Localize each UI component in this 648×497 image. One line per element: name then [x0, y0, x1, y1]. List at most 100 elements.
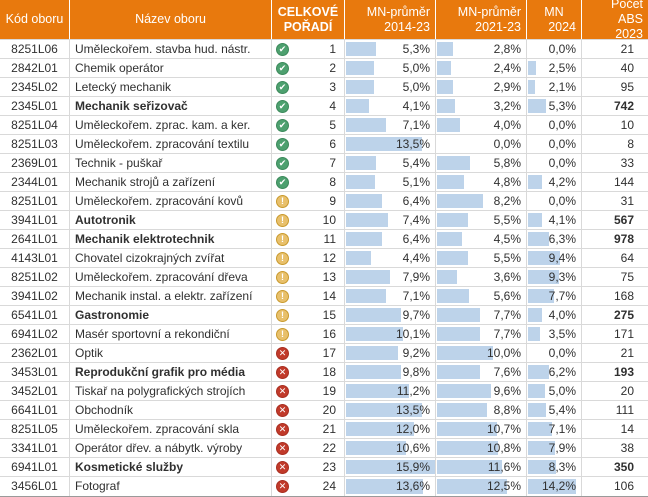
mn-avg-2014-23-cell[interactable]: 4,4% [345, 249, 436, 267]
mn-avg-2014-23-cell[interactable]: 9,8% [345, 363, 436, 381]
table-row[interactable]: 3941L02 Mechanik instal. a elektr. zaříze… [0, 287, 648, 306]
mn-avg-2014-23-cell[interactable]: 7,1% [345, 116, 436, 134]
rank-cell[interactable]: ✕ 22 [272, 439, 345, 457]
code-cell[interactable]: 3453L01 [0, 363, 70, 381]
abs-count-cell[interactable]: 8 [582, 135, 648, 153]
mn-avg-2014-23-cell[interactable]: 13,5% [345, 135, 436, 153]
mn-avg-2021-23-cell[interactable]: 3,2% [436, 97, 527, 115]
mn-avg-2021-23-cell[interactable]: 7,7% [436, 306, 527, 324]
mn-avg-2021-23-cell[interactable]: 7,6% [436, 363, 527, 381]
mn-avg-2021-23-cell[interactable]: 3,6% [436, 268, 527, 286]
mn-avg-2021-23-cell[interactable]: 5,8% [436, 154, 527, 172]
name-cell[interactable]: Mechanik instal. a elektr. zařízení [70, 287, 272, 305]
abs-count-cell[interactable]: 21 [582, 40, 648, 58]
header-name[interactable]: Název oboru [70, 0, 272, 39]
mn-avg-2021-23-cell[interactable]: 5,6% [436, 287, 527, 305]
mn-avg-2014-23-cell[interactable]: 13,6% [345, 477, 436, 496]
table-row[interactable]: 3341L01 Operátor dřev. a nábytk. výroby ✕ 2… [0, 439, 648, 458]
table-row[interactable]: 2369L01 Technik - puškař ✔ 7 5,4% 5,8% 0,0% 33 [0, 154, 648, 173]
table-row[interactable]: 4143L01 Chovatel cizokrajných zvířat! 12 4,… [0, 249, 648, 268]
name-cell[interactable]: Uměleckořem. stavba hud. nástr. [70, 40, 272, 58]
mn-avg-2014-23-cell[interactable]: 4,1% [345, 97, 436, 115]
mn-avg-2014-23-cell[interactable]: 5,3% [345, 40, 436, 58]
table-row[interactable]: 2345L02 Letecký mechanik ✔ 3 5,0% 2,9% 2,1% 95 [0, 78, 648, 97]
mn-avg-2014-23-cell[interactable]: 6,4% [345, 192, 436, 210]
header-overall-rank[interactable]: CELKOVÉ POŘADÍ [272, 0, 345, 39]
rank-cell[interactable]: ✔ 4 [272, 97, 345, 115]
rank-cell[interactable]: ! 13 [272, 268, 345, 286]
table-row[interactable]: 2362L01 Optik ✕ 17 9,2% 10,0% 0,0% 21 [0, 344, 648, 363]
abs-count-cell[interactable]: 10 [582, 116, 648, 134]
mn-avg-2021-23-cell[interactable]: 10,8% [436, 439, 527, 457]
rank-cell[interactable]: ✕ 23 [272, 458, 345, 476]
table-row[interactable]: 8251L06 Uměleckořem. stavba hud. nástr. ✔ 1… [0, 40, 648, 59]
code-cell[interactable]: 3941L02 [0, 287, 70, 305]
code-cell[interactable]: 2345L01 [0, 97, 70, 115]
mn-2024-cell[interactable]: 4,1% [527, 211, 582, 229]
mn-avg-2014-23-cell[interactable]: 7,1% [345, 287, 436, 305]
code-cell[interactable]: 6641L01 [0, 401, 70, 419]
code-cell[interactable]: 2369L01 [0, 154, 70, 172]
code-cell[interactable]: 8251L06 [0, 40, 70, 58]
code-cell[interactable]: 3456L01 [0, 477, 70, 496]
mn-avg-2014-23-cell[interactable]: 10,1% [345, 325, 436, 343]
name-cell[interactable]: Uměleckořem. zpracování kovů [70, 192, 272, 210]
abs-count-cell[interactable]: 64 [582, 249, 648, 267]
table-row[interactable]: 6541L01 Gastronomie! 15 9,7% 7,7% 4,0% 275 [0, 306, 648, 325]
header-mn-2024[interactable]: MN 2024 [527, 0, 582, 39]
mn-2024-cell[interactable]: 0,0% [527, 344, 582, 362]
code-cell[interactable]: 2345L02 [0, 78, 70, 96]
mn-avg-2014-23-cell[interactable]: 5,0% [345, 78, 436, 96]
rank-cell[interactable]: ✕ 19 [272, 382, 345, 400]
abs-count-cell[interactable]: 40 [582, 59, 648, 77]
rank-cell[interactable]: ! 15 [272, 306, 345, 324]
mn-avg-2014-23-cell[interactable]: 6,4% [345, 230, 436, 248]
mn-avg-2021-23-cell[interactable]: 4,0% [436, 116, 527, 134]
mn-2024-cell[interactable]: 2,5% [527, 59, 582, 77]
name-cell[interactable]: Fotograf [70, 477, 272, 496]
mn-avg-2014-23-cell[interactable]: 7,9% [345, 268, 436, 286]
mn-avg-2021-23-cell[interactable]: 10,7% [436, 420, 527, 438]
mn-2024-cell[interactable]: 6,3% [527, 230, 582, 248]
code-cell[interactable]: 2344L01 [0, 173, 70, 191]
table-row[interactable]: 2344L01 Mechanik strojů a zařízení ✔ 8 5,1% 4… [0, 173, 648, 192]
table-row[interactable]: 8251L02 Uměleckořem. zpracování dřeva! 13 7… [0, 268, 648, 287]
mn-avg-2014-23-cell[interactable]: 10,6% [345, 439, 436, 457]
abs-count-cell[interactable]: 193 [582, 363, 648, 381]
mn-2024-cell[interactable]: 7,9% [527, 439, 582, 457]
abs-count-cell[interactable]: 20 [582, 382, 648, 400]
name-cell[interactable]: Gastronomie [70, 306, 272, 324]
mn-avg-2021-23-cell[interactable]: 8,8% [436, 401, 527, 419]
code-cell[interactable]: 8251L03 [0, 135, 70, 153]
header-mn-avg-2014-23[interactable]: MN-průměr 2014-23 [345, 0, 436, 39]
rank-cell[interactable]: ✕ 18 [272, 363, 345, 381]
mn-avg-2014-23-cell[interactable]: 7,4% [345, 211, 436, 229]
name-cell[interactable]: Operátor dřev. a nábytk. výroby [70, 439, 272, 457]
mn-avg-2021-23-cell[interactable]: 2,8% [436, 40, 527, 58]
code-cell[interactable]: 2842L01 [0, 59, 70, 77]
mn-avg-2014-23-cell[interactable]: 9,2% [345, 344, 436, 362]
table-row[interactable]: 3941L01 Autotronik! 10 7,4% 5,5% 4,1% 567 [0, 211, 648, 230]
abs-count-cell[interactable]: 14 [582, 420, 648, 438]
mn-avg-2014-23-cell[interactable]: 12,0% [345, 420, 436, 438]
table-row[interactable]: 2641L01 Mechanik elektrotechnik! 11 6,4% 4,5… [0, 230, 648, 249]
rank-cell[interactable]: ! 9 [272, 192, 345, 210]
table-row[interactable]: 3452L01 Tiskař na polygrafických strojích… [0, 382, 648, 401]
table-row[interactable]: 3453L01 Reprodukční grafik pro média ✕ 18 9,… [0, 363, 648, 382]
table-row[interactable]: 6941L01 Kosmetické služby ✕ 23 15,9% 11,6% 8,3… [0, 458, 648, 477]
rank-cell[interactable]: ! 11 [272, 230, 345, 248]
abs-count-cell[interactable]: 168 [582, 287, 648, 305]
mn-avg-2021-23-cell[interactable]: 8,2% [436, 192, 527, 210]
rank-cell[interactable]: ✔ 1 [272, 40, 345, 58]
table-row[interactable]: 8251L05 Uměleckořem. zpracování skla ✕ 21 12… [0, 420, 648, 439]
table-row[interactable]: 2842L01 Chemik operátor ✔ 2 5,0% 2,4% 2,5% 40 [0, 59, 648, 78]
table-row[interactable]: 8251L03 Uměleckořem. zpracování textilu ✔ 6… [0, 135, 648, 154]
abs-count-cell[interactable]: 742 [582, 97, 648, 115]
name-cell[interactable]: Mechanik elektrotechnik [70, 230, 272, 248]
code-cell[interactable]: 6541L01 [0, 306, 70, 324]
name-cell[interactable]: Letecký mechanik [70, 78, 272, 96]
table-row[interactable]: 8251L01 Uměleckořem. zpracování kovů! 9 6,4… [0, 192, 648, 211]
abs-count-cell[interactable]: 31 [582, 192, 648, 210]
mn-avg-2021-23-cell[interactable]: 5,5% [436, 211, 527, 229]
mn-2024-cell[interactable]: 4,2% [527, 173, 582, 191]
